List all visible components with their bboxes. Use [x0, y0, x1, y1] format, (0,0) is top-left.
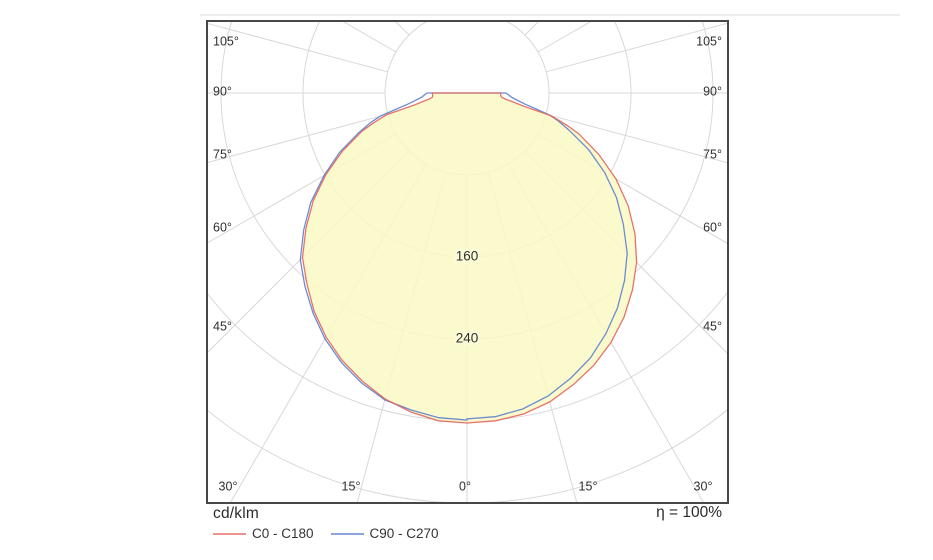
- curve-c0-c180: [301, 92, 638, 424]
- angle-label-right: 105°: [696, 34, 722, 48]
- legend-label-c90-c270: C90 - C270: [369, 526, 439, 541]
- angle-label-bottom: 15°: [342, 479, 361, 493]
- angle-label-left: 60°: [213, 220, 232, 234]
- angle-label-bottom: 30°: [694, 479, 713, 493]
- angle-label-left: 45°: [213, 319, 232, 333]
- legend-line-c0-c180-icon: [213, 532, 246, 535]
- angle-label-left: 105°: [213, 34, 239, 48]
- chart-legend: cd/klm C0 - C180 C90 - C270: [213, 505, 456, 541]
- angle-label-bottom: 15°: [579, 479, 598, 493]
- intensity-label-160: 160: [456, 249, 479, 264]
- angle-label-right: 60°: [703, 220, 722, 234]
- legend-label-c0-c180: C0 - C180: [252, 526, 314, 541]
- angle-label-bottom: 0°: [459, 479, 471, 493]
- angle-label-left: 90°: [213, 84, 232, 98]
- radial-gridline-135: [524, 22, 539, 36]
- legend-line-c90-c270-icon: [330, 532, 364, 535]
- angle-label-bottom: 30°: [219, 479, 238, 493]
- angle-label-right: 45°: [703, 319, 722, 333]
- light-distribution-fill: [302, 93, 637, 423]
- radial-gridline-300: [208, 133, 397, 244]
- radial-gridline-285: [208, 113, 388, 163]
- angle-label-right: 75°: [703, 147, 722, 161]
- efficiency-label: η = 100%: [656, 504, 722, 521]
- photometric-polar-chart: 160 240 105° 90° 75° 60° 45° 105° 90° 75° 60° 45° 30…: [206, 20, 729, 504]
- chart-frame: [206, 20, 729, 504]
- radial-gridline-225: [395, 22, 410, 36]
- legend-entries: C0 - C180 C90 - C270: [213, 526, 456, 541]
- intensity-label-240: 240: [456, 331, 479, 346]
- radial-gridline-105: [546, 22, 727, 73]
- radial-gridline-75: [546, 113, 727, 164]
- page-divider-line: [200, 14, 900, 16]
- angle-label-right: 90°: [703, 84, 722, 98]
- radial-gridline-255: [208, 23, 388, 73]
- angle-label-left: 75°: [213, 147, 232, 161]
- legend-unit-label: cd/klm: [213, 505, 259, 522]
